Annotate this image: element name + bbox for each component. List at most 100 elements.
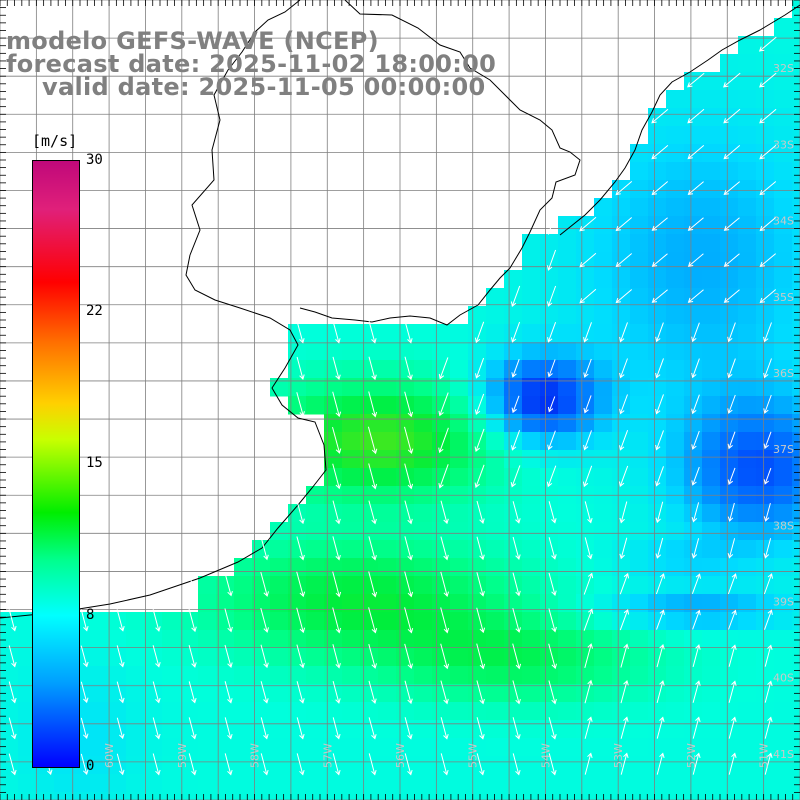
speed-cell [738,306,757,325]
longitude-label: 60W [103,743,116,768]
speed-cell [720,648,739,667]
wind-arrow [80,645,89,668]
speed-cell [144,630,163,649]
wind-arrow [440,607,450,634]
speed-cell [558,378,577,397]
speed-cell [126,648,145,667]
speed-cell [306,666,325,685]
speed-cell [90,756,109,775]
speed-cell [378,504,397,523]
speed-cell [702,252,721,271]
speed-cell [684,738,703,757]
speed-cell [576,720,595,739]
speed-cell [612,594,631,613]
wind-arrow [116,753,125,776]
speed-cell [648,630,667,649]
speed-cell [486,774,505,793]
wind-arrow [438,464,449,489]
speed-cell [720,108,739,127]
speed-cell [162,684,181,703]
speed-cell [630,630,649,649]
speed-cell [630,666,649,685]
speed-cell [486,360,505,379]
wind-arrow [296,717,305,740]
speed-cell [558,612,577,631]
longitude-label: 58W [249,743,262,768]
speed-cell [720,522,739,541]
speed-cell [666,378,685,397]
speed-cell [594,234,613,253]
speed-cell [756,396,775,415]
speed-cell [324,468,343,487]
speed-cell [504,288,523,307]
wind-arrow [296,753,305,776]
speed-cell [180,738,199,757]
speed-cell [522,720,541,739]
wind-arrow [511,321,521,343]
speed-cell [288,774,307,793]
speed-cell [756,576,775,595]
speed-cell [612,612,631,631]
speed-cell [666,270,685,289]
speed-cell [630,378,649,397]
speed-cell [702,72,721,91]
speed-cell [774,576,793,595]
speed-cell [774,108,793,127]
speed-cell [324,774,343,793]
wind-arrow [579,216,597,232]
wind-arrow [619,537,628,560]
speed-cell [648,594,667,613]
speed-cell [126,774,145,793]
speed-cell [504,378,523,397]
speed-cell [72,792,91,800]
wind-arrow [332,753,341,776]
speed-cell [756,72,775,91]
speed-cell [396,630,415,649]
speed-cell [342,612,361,631]
wind-arrow [584,537,593,560]
speed-cell [504,468,523,487]
speed-cell [270,576,289,595]
wind-arrow [759,289,777,304]
wind-arrow [692,680,701,703]
speed-cell [36,792,55,800]
colorbar-tick: 15 [86,455,103,471]
speed-cell [378,738,397,757]
speed-cell [594,504,613,523]
wind-arrow [764,644,773,667]
speed-cell [648,774,667,793]
speed-cell [216,666,235,685]
speed-cell [360,450,379,469]
speed-cell [126,612,145,631]
speed-cell [414,360,433,379]
speed-cell [774,522,793,541]
wind-arrow [656,643,665,668]
speed-cell [594,522,613,541]
speed-cell [342,792,361,800]
wind-arrow [655,501,664,524]
speed-cell [324,666,343,685]
wind-arrow [620,643,629,668]
speed-cell [270,648,289,667]
wind-arrow [512,501,521,524]
speed-cell [234,594,253,613]
speed-cell [702,540,721,559]
speed-cell [414,414,433,433]
speed-cell [378,666,397,685]
wind-arrow [512,572,521,597]
speed-cell [774,468,793,487]
wind-arrow [727,502,735,522]
speed-cell [558,306,577,325]
speed-cell [324,378,343,397]
wind-arrow [404,463,414,490]
speed-cell [594,666,613,685]
wind-arrow [691,430,700,450]
speed-cell [414,594,433,613]
speed-cell [738,126,757,145]
speed-cell [486,306,505,325]
speed-cell [576,702,595,721]
speed-cell [306,504,325,523]
wind-arrow [474,428,485,453]
speed-cell [378,774,397,793]
colorbar-gradient [32,160,80,768]
